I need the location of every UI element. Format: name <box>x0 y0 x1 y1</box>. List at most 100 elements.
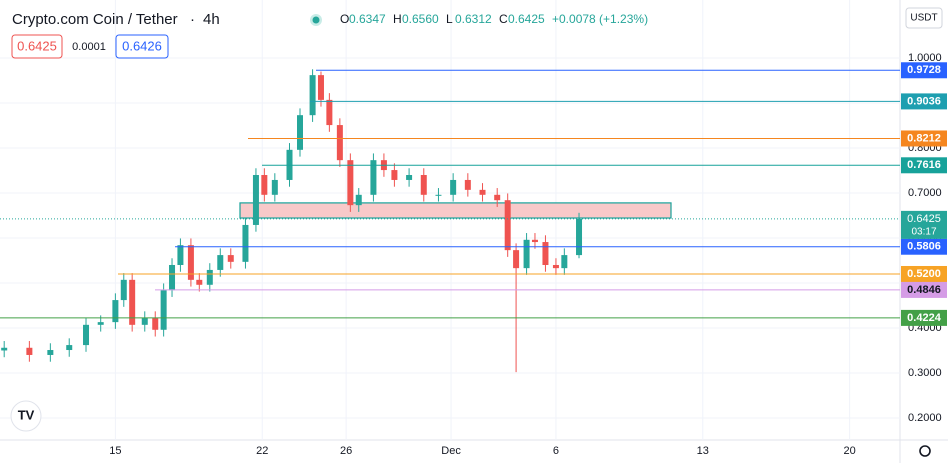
candle-body <box>370 160 377 195</box>
bid-box[interactable] <box>11 34 63 59</box>
candle-body <box>66 345 73 351</box>
ohlc-key: H <box>393 12 402 26</box>
ohlc-value: 0.6312 <box>455 12 492 26</box>
candle-body <box>47 350 54 355</box>
candle-body <box>552 264 559 269</box>
level-badge <box>901 157 947 174</box>
last-price-label: 0.6425 <box>907 213 941 225</box>
y-tick-label: 0.2000 <box>908 412 942 424</box>
settings-icon[interactable] <box>919 445 931 457</box>
candle-body <box>217 255 224 270</box>
candle-body <box>336 125 343 161</box>
ohlc-value: 0.6560 <box>402 12 439 26</box>
countdown: 03:17 <box>911 227 936 238</box>
zone <box>239 202 672 219</box>
candle-body <box>112 300 119 323</box>
ohlc-change: +0.0078 (+1.23%) <box>552 12 648 26</box>
candle-body <box>187 245 194 280</box>
candle-body <box>309 75 316 116</box>
level-label: 0.4224 <box>907 312 942 324</box>
candle-body <box>141 318 148 325</box>
candle-body <box>152 318 159 330</box>
level-label: 0.9728 <box>907 64 941 76</box>
ask-box[interactable] <box>115 34 169 59</box>
x-tick-label: 13 <box>697 445 709 457</box>
candle-body <box>271 179 278 195</box>
status-dot <box>312 16 320 24</box>
candle-body <box>160 290 167 330</box>
candle-body <box>406 175 413 180</box>
ohlc-key: L <box>446 12 453 26</box>
candle-body <box>391 170 398 180</box>
currency-button[interactable] <box>905 7 943 29</box>
candle-body <box>576 218 583 256</box>
separator: · <box>190 11 195 28</box>
candle-body <box>317 75 324 100</box>
candle-body <box>83 324 90 346</box>
ask: 0.6426 <box>122 38 162 53</box>
bid: 0.6425 <box>17 38 57 53</box>
candle-body <box>513 250 520 269</box>
candle-body <box>261 175 268 195</box>
x-tick-label: 6 <box>553 445 559 457</box>
candle-body <box>297 115 303 150</box>
candle-body <box>169 264 176 291</box>
level-badge <box>901 130 947 147</box>
level-label: 0.5200 <box>907 268 941 280</box>
candle-body <box>120 279 127 301</box>
level-label: 0.5806 <box>907 241 941 253</box>
ohlc-value: 0.6347 <box>349 12 386 26</box>
ohlc-value: 0.6425 <box>508 12 545 26</box>
level-label: 0.8212 <box>907 132 941 144</box>
candle-body <box>561 255 568 269</box>
level-badge <box>901 238 947 255</box>
symbol-title: Crypto.com Coin / Tether <box>12 11 178 28</box>
candle-body <box>420 175 427 195</box>
spread: 0.0001 <box>72 41 106 53</box>
candle-body <box>355 194 362 206</box>
last-price-badge <box>901 210 947 239</box>
level-badge <box>901 93 947 110</box>
x-tick-label: 20 <box>844 445 856 457</box>
x-tick-label: 22 <box>256 445 268 457</box>
candle-body <box>26 347 33 355</box>
logo-mark: TV <box>18 407 35 422</box>
level-label: 0.7616 <box>907 159 941 171</box>
interval: 4h <box>203 11 220 28</box>
candle-body <box>206 269 213 285</box>
candle-body <box>494 194 501 201</box>
candle-body <box>97 322 104 325</box>
candle-body <box>252 175 259 225</box>
x-tick-label: 15 <box>109 445 121 457</box>
ohlc-key: O <box>340 12 349 26</box>
candle-body <box>523 239 530 269</box>
candle-body <box>450 179 457 195</box>
candle-body <box>542 242 549 265</box>
y-tick-label: 1.0000 <box>908 52 942 64</box>
candle-body <box>479 189 486 195</box>
level-label: 0.4846 <box>907 284 941 296</box>
ui: Crypto.com Coin / Tether · 4h 0.6425 0.0… <box>10 7 947 457</box>
level-badge <box>901 265 947 282</box>
candle-body <box>531 239 538 243</box>
y-tick-label: 0.7000 <box>908 187 942 199</box>
candle-body <box>464 179 471 190</box>
candle-body <box>326 99 333 126</box>
candle-body <box>227 255 234 262</box>
level-badge <box>901 281 947 298</box>
candle-body <box>504 200 511 251</box>
level-badge <box>901 309 947 326</box>
logo <box>10 400 42 432</box>
candle-body <box>435 194 442 196</box>
candle-body <box>129 279 136 325</box>
candle-body <box>347 160 354 206</box>
candle-body <box>196 279 203 285</box>
y-tick-label: 0.3000 <box>908 367 942 379</box>
candle-body <box>177 245 184 265</box>
candle-body <box>242 224 249 262</box>
currency: USDT <box>910 13 937 24</box>
x-tick-label: Dec <box>441 445 461 457</box>
